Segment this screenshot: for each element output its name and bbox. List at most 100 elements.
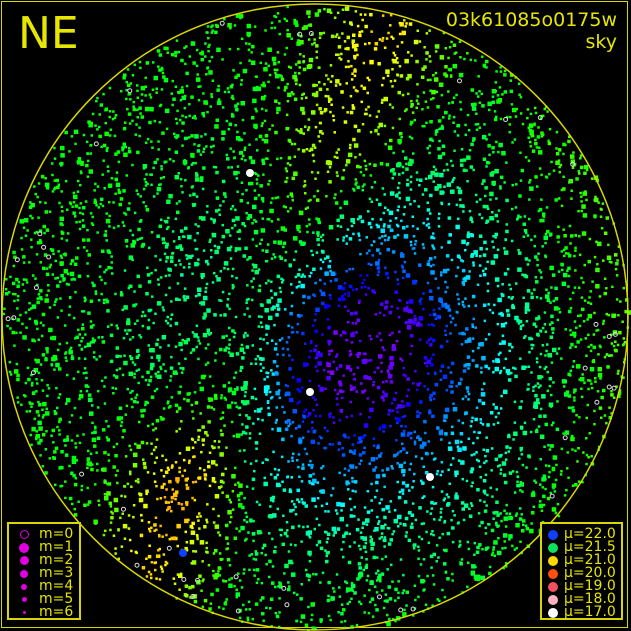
star-point: [326, 537, 330, 540]
star-point: [264, 62, 268, 65]
star-point: [440, 507, 443, 511]
star-point: [7, 291, 11, 294]
star-point: [257, 288, 262, 293]
star-point: [263, 481, 268, 487]
star-point: [127, 514, 131, 517]
star-point: [294, 78, 298, 82]
star-point: [515, 470, 519, 474]
star-point: [391, 168, 395, 172]
star-point: [210, 249, 213, 252]
star-point: [141, 324, 145, 328]
star-point: [86, 466, 89, 470]
star-point: [55, 386, 58, 390]
star-point: [363, 594, 366, 597]
star-point: [206, 331, 210, 335]
star-point: [308, 275, 311, 278]
star-point: [54, 277, 57, 280]
star-point: [145, 208, 150, 212]
star-point: [288, 585, 291, 588]
star-point: [495, 70, 498, 73]
star-point: [408, 161, 413, 166]
star-point: [109, 333, 114, 338]
star-point: [255, 178, 259, 181]
star-point: [94, 427, 97, 430]
star-point: [184, 518, 189, 524]
star-point: [162, 309, 165, 312]
star-point: [122, 336, 126, 340]
star-point: [129, 82, 133, 85]
star-point: [393, 235, 397, 239]
star-point: [511, 207, 514, 211]
star-point: [498, 142, 503, 148]
star-point: [207, 464, 211, 469]
star-point: [174, 403, 179, 408]
star-point: [370, 186, 374, 189]
star-point: [284, 259, 287, 262]
star-point: [110, 261, 113, 264]
star-point: [255, 581, 259, 584]
star-point: [161, 237, 165, 241]
star-point: [423, 588, 426, 591]
star-point: [389, 219, 392, 223]
star-point: [184, 357, 187, 360]
star-point: [501, 547, 504, 550]
star-point: [134, 479, 138, 483]
star-point: [439, 190, 444, 195]
star-point: [508, 283, 511, 287]
star-point: [391, 126, 395, 130]
star-point: [41, 433, 46, 437]
star-point: [402, 612, 407, 617]
star-point: [86, 503, 90, 506]
star-point: [169, 375, 173, 378]
star-point: [199, 85, 202, 88]
star-point: [293, 258, 296, 262]
star-point: [199, 515, 202, 518]
star-point: [94, 182, 97, 186]
star-point: [325, 195, 328, 198]
star-point: [170, 300, 173, 303]
star-point: [54, 300, 57, 303]
star-point: [104, 496, 109, 501]
star-point: [206, 405, 211, 409]
star-point: [455, 274, 458, 278]
star-point: [404, 374, 407, 377]
star-point: [402, 573, 405, 577]
star-point: [79, 211, 82, 215]
star-point: [378, 252, 382, 255]
star-point: [334, 201, 339, 205]
star-point: [557, 307, 561, 311]
star-point: [181, 506, 185, 511]
star-point: [148, 246, 151, 250]
star-point: [142, 201, 145, 204]
star-point: [215, 196, 220, 200]
star-point: [104, 230, 108, 233]
star-point: [257, 325, 261, 328]
star-point: [96, 462, 99, 466]
star-point: [339, 225, 343, 228]
star-point: [503, 247, 506, 250]
star-point: [72, 277, 75, 281]
star-point: [386, 74, 390, 77]
star-point: [236, 386, 239, 389]
star-point: [294, 63, 298, 66]
star-point: [590, 382, 593, 385]
star-point: [320, 504, 324, 508]
star-point: [209, 398, 214, 402]
star-point: [516, 216, 520, 220]
star-point: [387, 145, 393, 150]
star-point: [363, 159, 367, 163]
star-point: [178, 236, 181, 239]
star-point: [347, 294, 350, 297]
star-point: [484, 364, 488, 369]
star-point: [107, 250, 112, 255]
star-point: [45, 267, 49, 270]
star-point: [58, 417, 62, 422]
star-point: [366, 574, 370, 578]
star-point: [365, 252, 369, 255]
star-point: [19, 313, 22, 317]
star-point: [152, 61, 155, 64]
star-point: [225, 334, 228, 338]
star-point: [346, 228, 350, 231]
star-point: [297, 129, 300, 133]
star-point: [423, 65, 427, 69]
